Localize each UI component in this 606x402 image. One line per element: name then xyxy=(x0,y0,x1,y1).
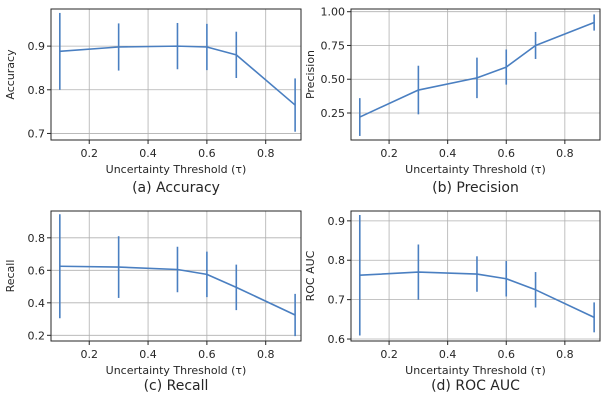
y-tick-label: 0.8 xyxy=(28,232,46,245)
x-tick-label: 0.4 xyxy=(439,348,457,361)
x-tick-label: 0.8 xyxy=(556,147,574,160)
series-line xyxy=(359,271,595,319)
y-tick-label: 0.75 xyxy=(321,39,346,52)
plot-frame xyxy=(350,8,601,141)
y-tick-label: 0.50 xyxy=(321,73,346,86)
x-tick-label: 0.4 xyxy=(139,147,157,160)
x-tick-label: 0.2 xyxy=(380,348,398,361)
plot-frame xyxy=(350,210,601,342)
x-tick-label: 0.6 xyxy=(498,348,516,361)
y-axis-label: ROC AUC xyxy=(304,250,317,301)
y-tick-label: 0.9 xyxy=(28,40,46,53)
y-tick-label: 1.00 xyxy=(321,6,346,19)
subplot-caption: (a) Accuracy xyxy=(132,180,220,196)
series-line xyxy=(59,45,296,106)
x-tick-label: 0.8 xyxy=(257,348,275,361)
y-axis-label: Precision xyxy=(304,50,317,99)
y-tick-label: 0.8 xyxy=(28,84,46,97)
plot-frame xyxy=(50,8,302,141)
x-tick-label: 0.4 xyxy=(139,348,157,361)
x-tick-label: 0.6 xyxy=(198,147,216,160)
y-tick-label: 0.7 xyxy=(28,127,46,140)
x-tick-label: 0.2 xyxy=(80,348,98,361)
x-tick-label: 0.6 xyxy=(198,348,216,361)
y-tick-label: 0.6 xyxy=(28,264,46,277)
subplot-roc-auc: 0.2 0.4 0.6 0.8 0.6 0.7 0.8 0.9 Uncertainty Thre… xyxy=(304,210,601,394)
y-tick-label: 0.2 xyxy=(28,329,46,342)
x-axis-label: Uncertainty Threshold (τ) xyxy=(106,163,247,176)
y-tick-label: 0.7 xyxy=(328,294,346,307)
subplot-recall: 0.2 0.4 0.6 0.8 0.2 0.4 0.6 0.8 Uncertainty Thre… xyxy=(4,210,302,394)
subplot-caption: (c) Recall xyxy=(144,378,209,394)
series-line xyxy=(359,21,595,118)
subplot-precision: 0.2 0.4 0.6 0.8 0.25 0.50 0.75 1.00 Uncertainty … xyxy=(304,6,601,196)
x-axis-label: Uncertainty Threshold (τ) xyxy=(106,364,247,377)
x-axis-label: Uncertainty Threshold (τ) xyxy=(405,163,546,176)
series-line xyxy=(59,265,296,316)
x-tick-label: 0.2 xyxy=(80,147,98,160)
y-tick-label: 0.6 xyxy=(328,333,346,346)
subplot-caption: (b) Precision xyxy=(432,180,519,196)
x-axis-label: Uncertainty Threshold (τ) xyxy=(405,364,546,377)
y-tick-label: 0.9 xyxy=(328,215,346,228)
y-tick-label: 0.4 xyxy=(28,297,46,310)
plot-frame xyxy=(50,210,302,342)
y-axis-label: Accuracy xyxy=(4,49,17,100)
subplot-accuracy: 0.2 0.4 0.6 0.8 0.7 0.8 0.9 Uncertainty Thresho… xyxy=(4,8,302,196)
subplot-caption: (d) ROC AUC xyxy=(431,378,520,394)
x-tick-label: 0.8 xyxy=(556,348,574,361)
y-axis-label: Recall xyxy=(4,260,17,293)
x-tick-label: 0.2 xyxy=(380,147,398,160)
x-tick-label: 0.6 xyxy=(498,147,516,160)
x-tick-label: 0.4 xyxy=(439,147,457,160)
x-tick-label: 0.8 xyxy=(257,147,275,160)
y-tick-label: 0.8 xyxy=(328,254,346,267)
y-tick-label: 0.25 xyxy=(321,107,346,120)
